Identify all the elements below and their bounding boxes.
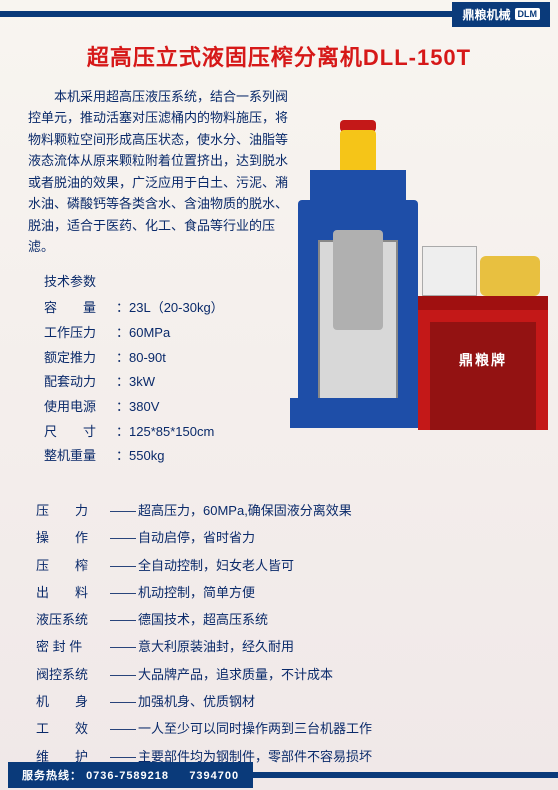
feature-sep: ——: [110, 715, 136, 742]
feature-text: 加强机身、优质钢材: [138, 688, 255, 715]
feature-sep: ——: [110, 633, 136, 660]
spec-value: ：125*85*150cm: [116, 420, 214, 445]
feature-text: 意大利原装油封，经久耐用: [138, 633, 294, 660]
feature-text: 一人至少可以同时操作两到三台机器工作: [138, 715, 372, 742]
spec-row: 整机重量：550kg: [44, 444, 558, 469]
hotline-label: 服务热线：: [22, 770, 82, 782]
spec-value: ：23L（20-30kg）: [116, 296, 224, 321]
feature-sep: ——: [110, 552, 136, 579]
feature-text: 德国技术，超高压系统: [138, 606, 268, 633]
brand-name: 鼎粮机械: [462, 6, 510, 23]
hydraulic-pump: 鼎粮牌: [418, 240, 548, 430]
spec-value: ：60MPa: [116, 321, 170, 346]
hotline-num2: 7394700: [189, 770, 239, 782]
feature-row: 出 料——机动控制，简单方便: [36, 579, 558, 606]
feature-row: 阀控系统——大品牌产品，追求质量，不计成本: [36, 661, 558, 688]
spec-label: 工作压力: [44, 321, 116, 346]
feature-row: 压 力——超高压力，60MPa,确保固液分离效果: [36, 497, 558, 524]
spec-label: 使用电源: [44, 395, 116, 420]
top-bar: 鼎粮机械 DLM: [0, 0, 558, 28]
feature-label: 机 身: [36, 688, 108, 715]
feature-label: 阀控系统: [36, 661, 108, 688]
feature-label: 压 榨: [36, 552, 108, 579]
feature-text: 全自动控制，妇女老人皆可: [138, 552, 294, 579]
feature-text: 机动控制，简单方便: [138, 579, 255, 606]
intro-text: 本机采用超高压液压系统，结合一系列阀控单元，推动活塞对压滤桶内的物料施压，将物料…: [28, 86, 298, 258]
brand-box: 鼎粮机械 DLM: [452, 2, 550, 27]
bottom-stripe: [253, 772, 558, 778]
spec-value: ：3kW: [116, 370, 155, 395]
feature-label: 操 作: [36, 524, 108, 551]
spec-label: 配套动力: [44, 370, 116, 395]
hotline: 服务热线： 0736-7589218 7394700: [8, 762, 253, 788]
machine-figure: 鼎粮牌: [278, 90, 548, 440]
feature-label: 出 料: [36, 579, 108, 606]
feature-label: 工 效: [36, 715, 108, 742]
feature-row: 密 封 件——意大利原装油封，经久耐用: [36, 633, 558, 660]
feature-sep: ——: [110, 661, 136, 688]
spec-value: ：380V: [116, 395, 159, 420]
brand-logo: DLM: [515, 8, 541, 20]
hotline-num1: 0736-7589218: [86, 770, 169, 782]
spec-label: 额定推力: [44, 346, 116, 371]
bottom-bar: 服务热线： 0736-7589218 7394700: [0, 760, 558, 790]
feature-sep: ——: [110, 606, 136, 633]
feature-label: 压 力: [36, 497, 108, 524]
features-section: 压 力——超高压力，60MPa,确保固液分离效果操 作——自动启停，省时省力压 …: [0, 469, 558, 770]
spec-label: 整机重量: [44, 444, 116, 469]
feature-text: 超高压力，60MPa,确保固液分离效果: [138, 497, 352, 524]
feature-text: 大品牌产品，追求质量，不计成本: [138, 661, 333, 688]
feature-row: 操 作——自动启停，省时省力: [36, 524, 558, 551]
pump-brand-label: 鼎粮牌: [418, 350, 548, 370]
feature-sep: ——: [110, 497, 136, 524]
page-title: 超高压立式液固压榨分离机DLL-150T: [0, 40, 558, 72]
feature-row: 液压系统——德国技术，超高压系统: [36, 606, 558, 633]
feature-sep: ——: [110, 579, 136, 606]
feature-label: 液压系统: [36, 606, 108, 633]
spec-value: ：80-90t: [116, 346, 166, 371]
feature-text: 自动启停，省时省力: [138, 524, 255, 551]
spec-value: ：550kg: [116, 444, 164, 469]
feature-row: 工 效——一人至少可以同时操作两到三台机器工作: [36, 715, 558, 742]
spec-label: 尺 寸: [44, 420, 116, 445]
spec-label: 容 量: [44, 296, 116, 321]
press-machine: [298, 130, 418, 420]
feature-sep: ——: [110, 688, 136, 715]
feature-row: 压 榨——全自动控制，妇女老人皆可: [36, 552, 558, 579]
top-stripe: [0, 11, 452, 17]
feature-row: 机 身——加强机身、优质钢材: [36, 688, 558, 715]
feature-sep: ——: [110, 524, 136, 551]
feature-label: 密 封 件: [36, 633, 108, 660]
